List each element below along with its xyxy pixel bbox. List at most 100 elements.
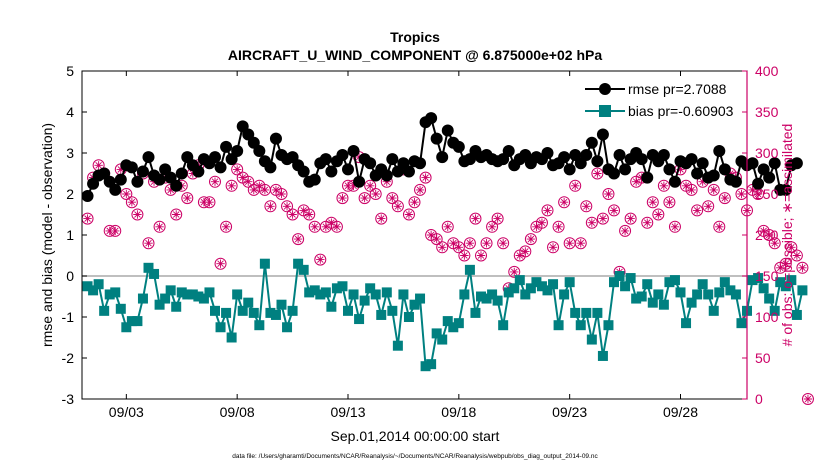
obs-assimilated-point bbox=[571, 181, 580, 190]
rmse-point bbox=[763, 171, 776, 184]
bias-point bbox=[686, 297, 697, 308]
obs-assimilated-point bbox=[781, 259, 790, 268]
bias-point bbox=[171, 301, 182, 312]
obs-assimilated-point bbox=[221, 222, 231, 231]
bias-point bbox=[392, 340, 403, 351]
bias-point bbox=[82, 281, 93, 292]
bias-point bbox=[498, 320, 509, 331]
rmse-point bbox=[691, 167, 704, 180]
obs-assimilated-point bbox=[449, 239, 458, 248]
rmse-point bbox=[752, 177, 765, 190]
rmse-point bbox=[142, 151, 155, 164]
y-axis-label-right: # of obs: o=possible; ∗=assimilated bbox=[779, 124, 795, 347]
rmse-point bbox=[175, 167, 188, 180]
rmse-point bbox=[297, 165, 310, 178]
rmse-point bbox=[663, 163, 676, 176]
y-tick-label-left: -2 bbox=[62, 350, 75, 366]
obs-assimilated-point bbox=[349, 181, 358, 190]
rmse-point bbox=[380, 169, 393, 182]
bias-point bbox=[315, 289, 326, 300]
obs-assimilated-point bbox=[105, 226, 114, 236]
rmse-point bbox=[308, 173, 321, 186]
legend-bias-marker bbox=[599, 105, 611, 117]
obs-possible-point bbox=[619, 224, 632, 237]
obs-possible-point bbox=[790, 249, 803, 262]
rmse-point bbox=[541, 147, 554, 159]
bias-point bbox=[215, 322, 226, 333]
obs-assimilated-point bbox=[365, 181, 375, 190]
obs-assimilated-point bbox=[659, 181, 669, 190]
obs-possible-point bbox=[624, 212, 637, 225]
obs-possible-point bbox=[364, 179, 377, 192]
obs-assimilated-point bbox=[620, 226, 630, 236]
obs-possible-point bbox=[657, 179, 670, 192]
rmse-point bbox=[608, 167, 620, 180]
obs-possible-point bbox=[608, 204, 620, 217]
obs-assimilated-point bbox=[133, 210, 142, 219]
obs-assimilated-point bbox=[122, 189, 131, 199]
bias-point bbox=[620, 281, 631, 292]
obs-possible-point bbox=[281, 200, 294, 213]
rmse-point bbox=[580, 149, 593, 162]
obs-assimilated-point bbox=[205, 198, 214, 207]
bias-point bbox=[564, 277, 575, 288]
rmse-point bbox=[613, 149, 626, 162]
obs-assimilated-point bbox=[299, 206, 308, 215]
bias-point bbox=[448, 322, 459, 333]
bias-point bbox=[481, 293, 492, 304]
y-tick-label-left: 3 bbox=[66, 145, 74, 161]
bias-point bbox=[370, 289, 381, 300]
obs-assimilated-point bbox=[266, 202, 275, 211]
legend-bias-label: bias pr=-0.60903 bbox=[628, 103, 734, 119]
bias-point bbox=[110, 287, 121, 298]
bias-point bbox=[126, 316, 137, 327]
obs-possible-point bbox=[214, 257, 227, 270]
bias-point bbox=[354, 314, 365, 325]
obs-possible-point bbox=[480, 237, 493, 250]
rmse-point bbox=[231, 144, 244, 157]
bias-point bbox=[331, 283, 342, 294]
rmse-point bbox=[685, 153, 698, 166]
obs-assimilated-point bbox=[770, 239, 779, 248]
obs-possible-point bbox=[419, 171, 432, 184]
obs-possible-point bbox=[602, 188, 615, 200]
data-file-footnote: data file: /Users/gharamti/Documents/NCA… bbox=[232, 453, 598, 460]
bias-point bbox=[176, 287, 187, 298]
obs-possible-point bbox=[209, 175, 221, 188]
bias-point bbox=[270, 309, 281, 320]
obs-assimilated-point bbox=[665, 198, 674, 207]
rmse-point bbox=[768, 157, 781, 170]
bias-point bbox=[708, 305, 719, 316]
obs-assimilated-point bbox=[709, 185, 718, 195]
obs-possible-point bbox=[181, 192, 194, 205]
bias-point bbox=[182, 289, 193, 300]
bias-point bbox=[187, 289, 198, 300]
obs-possible-point bbox=[547, 241, 560, 254]
obs-possible-point bbox=[463, 237, 476, 250]
bias-point bbox=[525, 283, 536, 294]
obs-assimilated-point bbox=[111, 226, 120, 236]
obs-assimilated-point bbox=[532, 222, 541, 231]
rmse-point bbox=[364, 157, 377, 170]
obs-assimilated-point bbox=[654, 210, 663, 219]
obs-assimilated-point bbox=[631, 177, 641, 186]
y-tick-label-right: 150 bbox=[755, 268, 779, 284]
obs-possible-point bbox=[231, 163, 244, 176]
obs-assimilated-point bbox=[238, 173, 247, 182]
bias-point bbox=[487, 289, 498, 300]
obs-assimilated-point bbox=[537, 218, 547, 227]
bias-point bbox=[464, 264, 475, 275]
rmse-point bbox=[342, 163, 354, 176]
obs-assimilated-point bbox=[83, 214, 92, 223]
obs-assimilated-point bbox=[704, 202, 713, 211]
obs-possible-point bbox=[414, 183, 427, 196]
obs-assimilated-point bbox=[565, 239, 574, 248]
bias-point bbox=[542, 285, 553, 296]
rmse-point bbox=[425, 112, 438, 125]
bias-point bbox=[343, 305, 353, 316]
obs-possible-point bbox=[691, 204, 704, 217]
obs-possible-point bbox=[591, 167, 604, 180]
bias-point bbox=[409, 299, 420, 310]
obs-assimilated-point bbox=[155, 222, 164, 231]
obs-assimilated-point bbox=[305, 210, 314, 219]
